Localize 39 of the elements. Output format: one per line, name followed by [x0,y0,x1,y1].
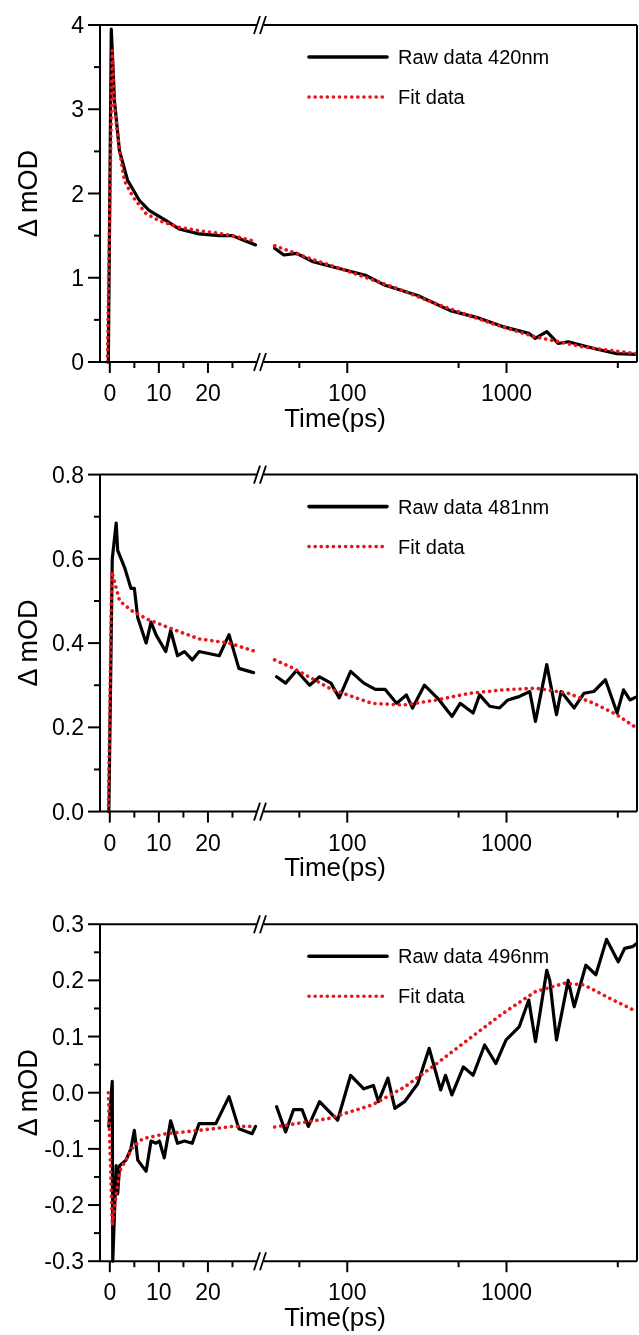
x-tick-label: 1000 [480,1279,533,1306]
x-tick-label: 20 [195,829,221,856]
legend-label: Raw data 496nm [398,945,550,968]
x-tick-label: 10 [146,380,172,406]
y-tick-label: 0.0 [52,1079,84,1106]
legend-label: Fit data [398,535,466,558]
y-tick-label: 2 [71,180,84,207]
y-axis-title: Δ mOD [13,149,44,238]
x-tick-label: 10 [146,829,172,856]
x-tick-label: 0 [103,1279,117,1306]
y-tick-label: -0.3 [44,1248,84,1275]
y-tick-label: 0.6 [52,545,84,572]
y-tick-label: 0.8 [52,461,84,488]
y-tick-label: 4 [71,12,85,38]
y-tick-label: 3 [71,96,84,123]
y-tick-label: 0 [71,349,84,375]
y-tick-label: 0.2 [52,714,84,741]
legend-label: Fit data [398,86,466,108]
y-tick-label: 0.1 [52,1023,84,1050]
x-tick-label: 1000 [480,829,533,856]
y-tick-label: 0.3 [52,911,84,938]
legend-label: Fit data [398,985,466,1008]
y-axis-title: Δ mOD [13,1049,44,1137]
x-tick-label: 10 [146,1279,172,1306]
y-tick-label: 0.0 [52,798,84,825]
legend-label: Raw data 481nm [398,495,550,518]
x-tick-label: 20 [195,380,221,406]
x-tick-label: 0 [103,829,117,856]
y-tick-label: -0.2 [44,1192,84,1219]
line-series [106,569,257,814]
y-axis-title: Δ mOD [13,599,44,687]
y-tick-label: 0.4 [52,630,85,657]
legend-label: Raw data 420nm [398,46,550,68]
y-tick-label: 0.2 [52,967,84,994]
y-tick-label: 1 [71,264,84,291]
x-tick-label: 0 [103,380,117,406]
y-tick-label: -0.1 [44,1135,84,1162]
x-tick-label: 20 [195,1279,221,1306]
x-tick-label: 1000 [480,380,533,406]
